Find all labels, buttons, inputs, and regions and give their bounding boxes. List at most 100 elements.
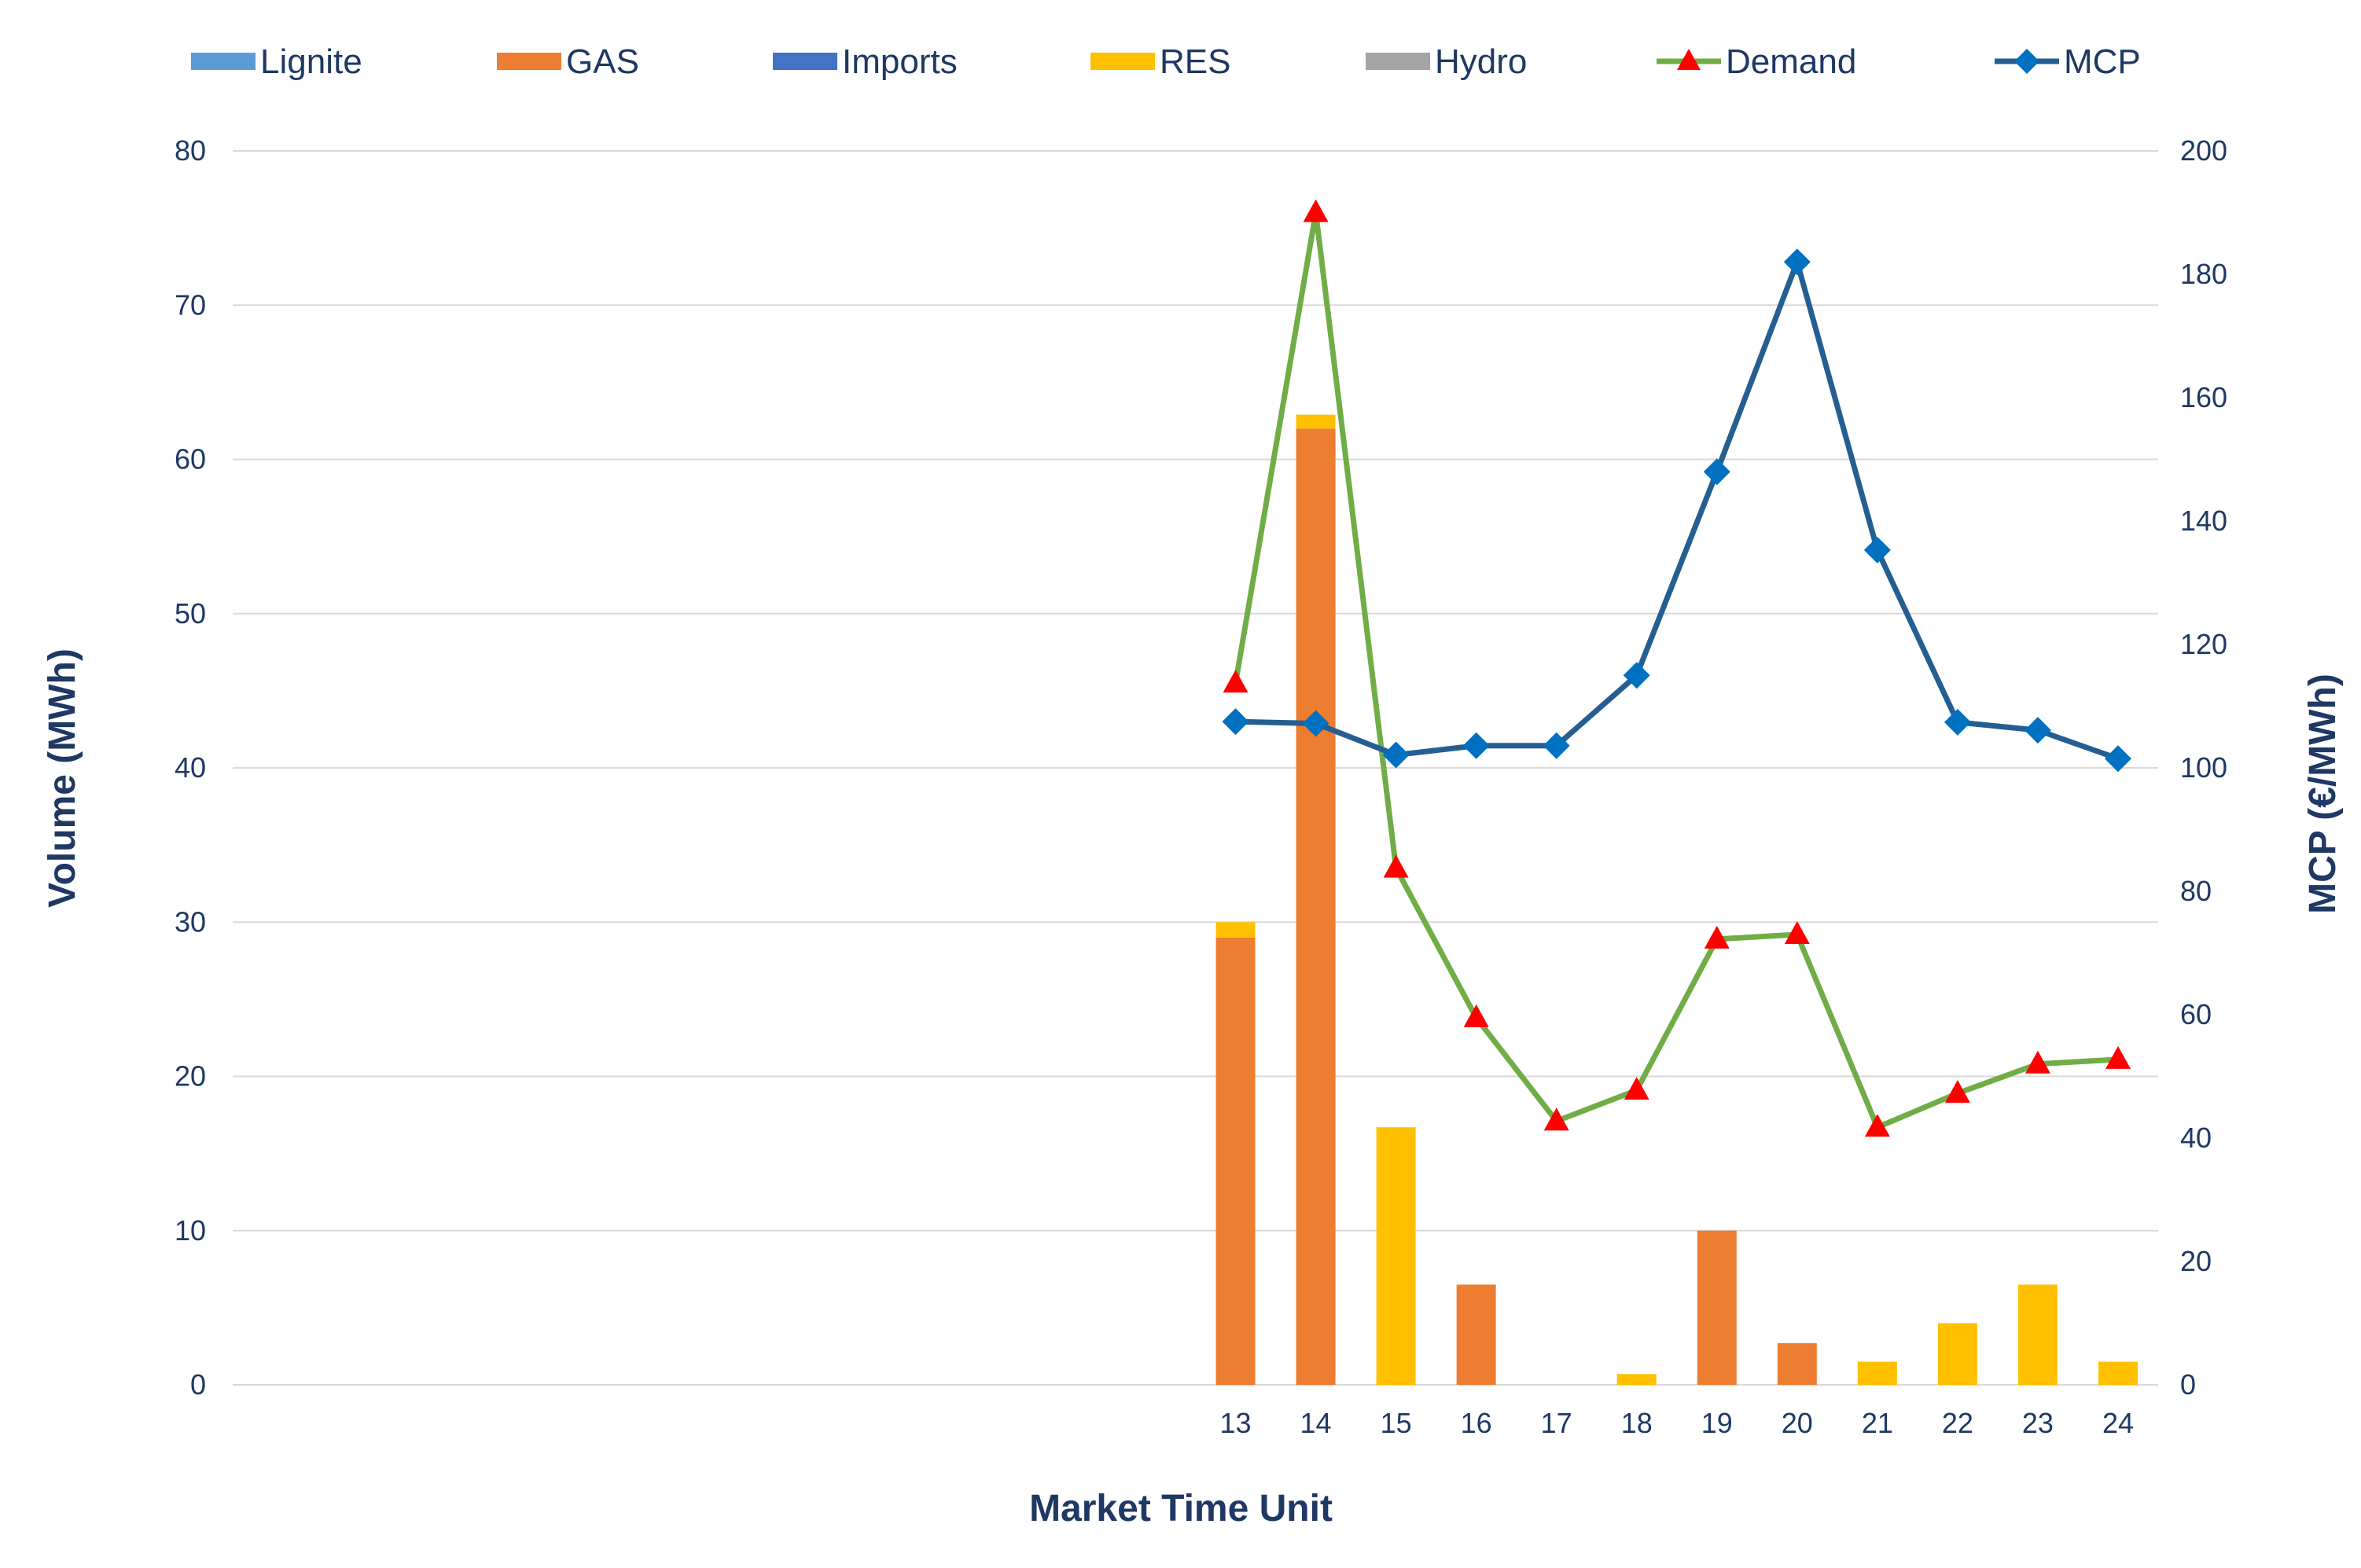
y-axis-left-title: Volume (MWh) [42,648,83,908]
y2-tick-label: 0 [2180,1368,2196,1401]
y-tick-label: 0 [190,1368,206,1401]
point-demand [1383,854,1409,878]
legend-label: MCP [2064,42,2141,81]
legend: Lignite GAS Imports RES Hydro Demand MCP [191,42,2141,81]
line-demand [1233,210,2119,1130]
legend-label: Lignite [260,42,362,81]
y-tick-label: 50 [175,597,206,630]
point-demand [2105,1045,2131,1069]
line-mcp [1235,259,2120,762]
legend-item-demand: Demand [1657,42,1856,81]
y-axis-left: 0 10 20 30 40 50 60 70 80 [175,134,206,1401]
bar-res [1376,1127,1416,1385]
legend-label: Imports [842,42,958,81]
legend-item-imports: Imports [773,42,958,81]
y-axis-right-title: MCP (€/MWh) [2302,674,2344,914]
x-axis: 13 14 15 16 17 18 19 20 21 22 23 24 [1219,1407,2134,1439]
x-tick-label: 13 [1219,1407,1251,1439]
legend-marker [1677,49,1701,70]
legend-label: GAS [566,42,639,81]
x-tick-label: 14 [1300,1407,1332,1439]
point-mcp [1222,708,1249,736]
point-demand [1543,1107,1569,1131]
legend-item-hydro: Hydro [1366,42,1527,81]
y2-tick-label: 120 [2180,628,2227,660]
x-tick-label: 16 [1461,1407,1492,1439]
point-mcp [1462,732,1490,759]
y2-tick-label: 20 [2180,1245,2212,1277]
legend-swatch [1090,53,1155,70]
point-demand [1303,199,1329,222]
x-tick-label: 15 [1381,1407,1412,1439]
bar-res [1937,1323,1977,1385]
point-mcp [1703,458,1730,486]
legend-label: Hydro [1435,42,1527,81]
point-mcp [1944,708,1971,736]
point-mcp [1302,710,1329,737]
point-mcp [1382,741,1410,769]
y-axis-right: 0 20 40 60 80 100 120 140 160 180 200 [2180,134,2227,1401]
bar-gas [1215,937,1256,1385]
x-tick-label: 19 [1701,1407,1733,1439]
legend-item-gas: GAS [497,42,639,81]
y2-tick-label: 180 [2180,258,2227,290]
legend-marker [2014,49,2039,74]
y-tick-label: 70 [175,288,206,321]
point-demand [1223,670,1249,693]
y-tick-label: 40 [175,751,206,784]
y-tick-label: 80 [175,134,206,167]
bar-res [1616,1374,1657,1385]
y2-tick-label: 100 [2180,751,2227,784]
gridlines [233,150,2158,1386]
legend-swatch [497,53,561,70]
point-demand [1624,1077,1649,1100]
y2-tick-label: 60 [2180,998,2212,1030]
bar-gas [1456,1284,1496,1385]
point-demand [1944,1080,1970,1103]
point-mcp [1863,536,1891,564]
legend-swatch [191,53,256,70]
point-demand [1704,925,1730,949]
bar-res [1857,1361,1897,1385]
bar-gas [1697,1230,1737,1385]
x-tick-label: 24 [2102,1407,2134,1439]
y2-tick-label: 200 [2180,134,2227,167]
bar-series [1215,414,2138,1385]
point-mcp [1623,662,1650,689]
line-series [1222,199,2131,1137]
y2-tick-label: 140 [2180,505,2227,537]
point-mcp [2104,745,2131,773]
point-demand [1864,1114,1890,1137]
y2-tick-label: 160 [2180,381,2227,413]
point-mcp [2024,717,2051,744]
legend-item-res: RES [1090,42,1230,81]
legend-label: RES [1160,42,1230,81]
legend-item-lignite: Lignite [191,42,362,81]
x-tick-label: 23 [2022,1407,2054,1439]
legend-item-mcp: MCP [1995,42,2141,81]
point-mcp [1543,732,1570,759]
y-tick-label: 30 [175,905,206,938]
x-tick-label: 22 [1942,1407,1973,1439]
y2-tick-label: 40 [2180,1122,2212,1154]
y-tick-label: 20 [175,1060,206,1092]
y-tick-label: 10 [175,1214,206,1247]
y-tick-label: 60 [175,443,206,476]
bar-res [2017,1284,2058,1385]
point-demand [1463,1004,1489,1027]
legend-label: Demand [1726,42,1856,81]
x-tick-label: 18 [1621,1407,1653,1439]
x-axis-title: Market Time Unit [1029,1488,1333,1529]
x-tick-label: 20 [1782,1407,1813,1439]
x-tick-label: 21 [1862,1407,1893,1439]
bar-res [1215,922,1256,938]
point-demand [2025,1050,2050,1074]
x-tick-label: 17 [1541,1407,1572,1439]
bar-res [2098,1361,2138,1385]
legend-swatch [773,53,837,70]
bar-gas [1296,428,1336,1385]
bar-gas [1777,1343,1817,1385]
point-mcp [1783,248,1811,276]
